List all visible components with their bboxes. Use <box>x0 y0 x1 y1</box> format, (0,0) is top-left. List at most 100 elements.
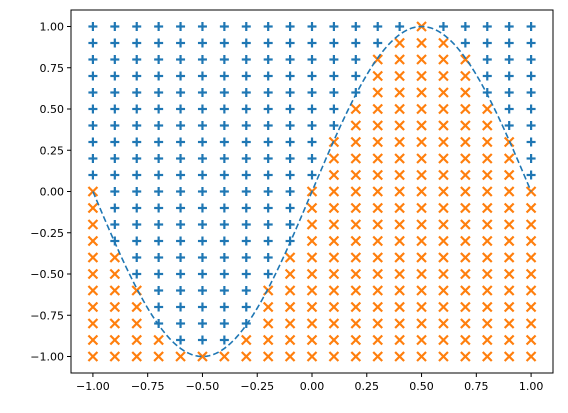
plus-marker <box>241 38 251 48</box>
plus-marker <box>154 121 164 130</box>
cross-marker <box>481 219 493 230</box>
cross-marker <box>350 120 362 131</box>
plus-marker <box>132 203 142 213</box>
x-tick-label: 0.50 <box>409 380 434 393</box>
plus-marker <box>219 170 229 180</box>
cross-marker <box>416 103 427 115</box>
cross-marker <box>350 136 362 148</box>
plus-marker <box>285 154 295 163</box>
cross-marker <box>460 219 471 230</box>
cross-marker <box>394 235 405 247</box>
plus-marker <box>154 55 164 64</box>
plus-marker <box>154 302 164 312</box>
cross-marker <box>350 219 362 230</box>
plus-marker <box>110 71 120 81</box>
plus-marker <box>197 22 207 31</box>
plus-marker <box>110 137 120 147</box>
y-tick-label: 1.00 <box>40 21 65 34</box>
cross-marker <box>525 301 537 313</box>
y-tick-label: −0.25 <box>30 227 64 240</box>
plus-marker <box>263 104 273 114</box>
plus-marker <box>526 121 536 130</box>
plus-marker <box>285 104 295 114</box>
plus-marker <box>504 104 514 114</box>
cross-marker <box>372 301 384 313</box>
plus-marker <box>197 319 207 328</box>
cross-marker <box>416 70 427 82</box>
plus-marker <box>110 88 120 97</box>
x-tick-label: −1.00 <box>76 380 110 393</box>
cross-marker <box>438 70 449 82</box>
cross-marker <box>131 301 143 313</box>
cross-marker <box>372 252 384 263</box>
cross-marker <box>328 252 340 263</box>
plus-marker <box>241 71 251 81</box>
plus-marker <box>526 137 536 147</box>
cross-marker <box>416 54 427 65</box>
cross-marker <box>262 334 274 346</box>
plus-marker <box>263 187 273 196</box>
cross-marker <box>438 268 449 280</box>
plus-marker <box>460 38 470 48</box>
plus-marker <box>176 88 186 97</box>
plus-marker <box>285 203 295 213</box>
plus-marker <box>307 55 317 64</box>
plus-marker <box>132 236 142 246</box>
cross-marker <box>438 202 449 214</box>
cross-marker <box>350 285 362 296</box>
cross-marker <box>394 351 405 362</box>
cross-marker <box>372 219 384 230</box>
cross-marker <box>525 219 537 230</box>
plus-marker <box>504 71 514 81</box>
plus-marker <box>263 236 273 246</box>
cross-marker <box>438 136 449 148</box>
plus-marker <box>504 121 514 130</box>
plus-marker <box>219 55 229 64</box>
x-tick-label: −0.25 <box>240 380 274 393</box>
plus-marker <box>263 121 273 130</box>
plus-marker <box>197 236 207 246</box>
cross-marker <box>350 186 362 197</box>
plus-marker <box>285 55 295 64</box>
cross-marker <box>394 318 405 329</box>
cross-marker <box>306 268 318 280</box>
cross-marker <box>438 318 449 329</box>
plus-marker <box>154 22 164 31</box>
plus-marker <box>154 220 164 229</box>
plus-marker <box>88 137 98 147</box>
y-axis: −1.00 −0.75 −0.50 −0.25 0.00 0.25 0.50 0.75 1.00 <box>30 21 71 364</box>
cross-marker <box>438 153 449 164</box>
cross-marker <box>350 318 362 329</box>
cross-marker <box>328 169 340 181</box>
plus-marker <box>307 154 317 163</box>
cross-marker <box>350 252 362 263</box>
cross-marker <box>109 285 121 296</box>
plus-marker <box>263 253 273 262</box>
cross-marker <box>394 169 405 181</box>
plus-marker <box>241 286 251 295</box>
cross-marker <box>284 285 296 296</box>
cross-marker <box>460 186 471 197</box>
cross-marker <box>481 334 493 346</box>
cross-marker <box>503 219 515 230</box>
cross-marker <box>197 351 208 362</box>
cross-marker <box>525 285 537 296</box>
plus-marker <box>219 220 229 229</box>
cross-marker <box>481 186 493 197</box>
cross-marker <box>416 334 427 346</box>
cross-marker <box>416 202 427 214</box>
cross-marker <box>525 186 537 197</box>
plus-marker <box>176 302 186 312</box>
plus-marker <box>132 38 142 48</box>
plus-marker <box>110 187 120 196</box>
plus-marker <box>197 203 207 213</box>
plus-marker <box>219 203 229 213</box>
plus-marker <box>219 137 229 147</box>
plus-marker <box>132 269 142 279</box>
plus-marker <box>88 104 98 114</box>
plus-marker <box>219 71 229 81</box>
plus-marker <box>219 104 229 114</box>
plus-marker <box>351 22 361 31</box>
x-tick-label: 0.00 <box>300 380 325 393</box>
